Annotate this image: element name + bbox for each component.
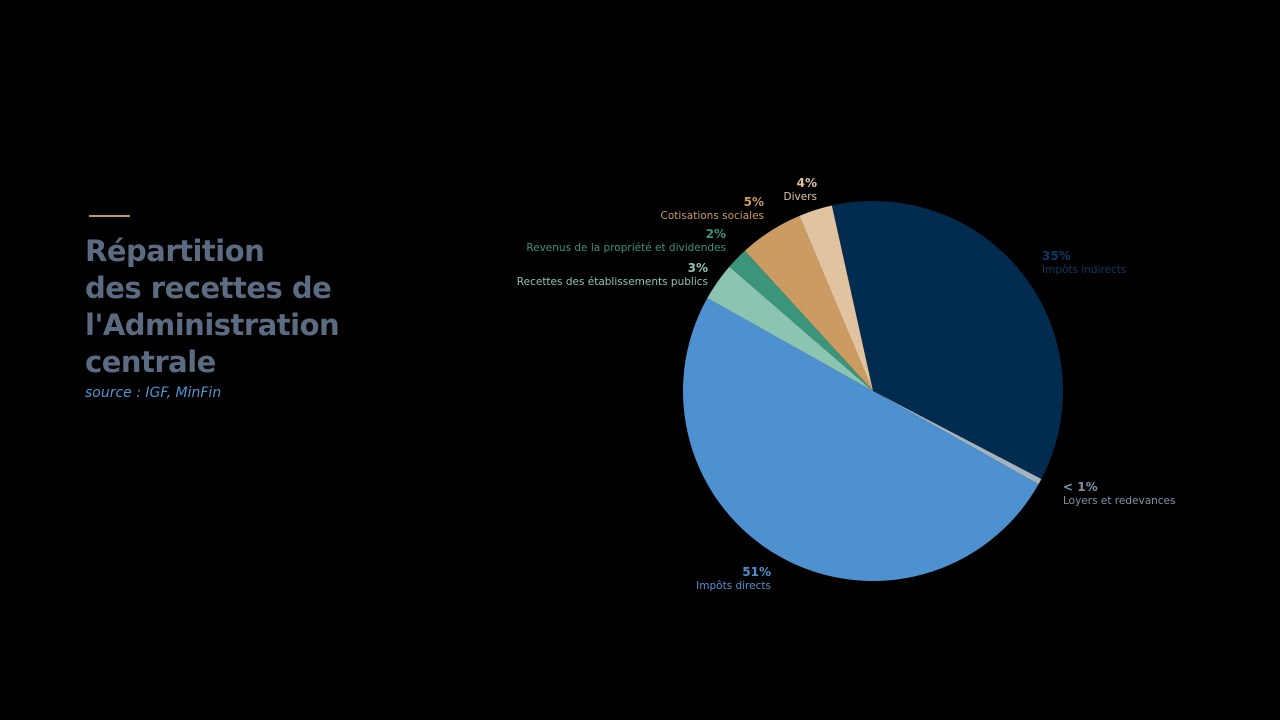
- pie-slice-3: [707, 266, 873, 391]
- name: Impôts indirects: [1042, 264, 1127, 276]
- pie-slice-5: [744, 215, 873, 391]
- label-cotisations: 5% Cotisations sociales: [661, 195, 764, 223]
- pie-slice-1: [873, 391, 1042, 485]
- label-impots-indirects: 35% Impôts indirects: [1042, 249, 1126, 277]
- label-loyers: < 1% Loyers et redevances: [1063, 480, 1175, 508]
- title-line-3: l'Administration: [85, 308, 340, 342]
- pct: 4%: [796, 176, 817, 190]
- label-recettes-etablissements: 3% Recettes des établissements publics: [517, 261, 708, 289]
- title-line-1: Répartition: [85, 234, 265, 268]
- title-line-2: des recettes de: [85, 271, 332, 305]
- title-accent-line: [89, 215, 130, 217]
- page-title: Répartition des recettes de l'Administra…: [85, 233, 385, 381]
- pct: 35%: [1042, 249, 1071, 263]
- name: Recettes des établissements publics: [516, 276, 708, 288]
- source-note: source : IGF, MinFin: [85, 385, 222, 401]
- pct: 51%: [742, 565, 771, 579]
- name: Cotisations sociales: [660, 210, 764, 222]
- name: Loyers et redevances: [1063, 495, 1176, 507]
- name: Divers: [783, 191, 817, 203]
- label-revenus-propriete: 2% Revenus de la propriété et dividendes: [526, 227, 726, 255]
- pct: 3%: [687, 261, 708, 275]
- pct: 2%: [705, 227, 726, 241]
- label-divers: 4% Divers: [784, 176, 817, 204]
- pct: < 1%: [1063, 480, 1098, 494]
- label-impots-directs: 51% Impôts directs: [696, 565, 771, 593]
- pct: 5%: [743, 195, 764, 209]
- name: Revenus de la propriété et dividendes: [526, 242, 726, 254]
- name: Impôts directs: [696, 580, 771, 592]
- title-line-4: centrale: [85, 345, 216, 379]
- pie-slice-0: [831, 201, 1063, 480]
- pie-slice-6: [799, 205, 873, 391]
- pie-slice-4: [729, 250, 873, 391]
- pie-slice-2: [682, 298, 1039, 582]
